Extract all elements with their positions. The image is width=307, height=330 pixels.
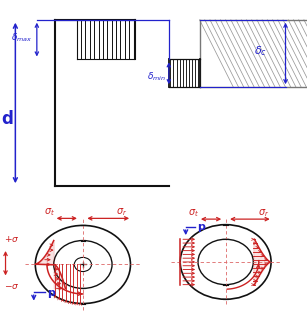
Text: $\sigma_r$: $\sigma_r$ [258, 207, 270, 219]
Text: $\sigma_t$: $\sigma_t$ [44, 207, 55, 218]
Text: d: d [1, 110, 13, 128]
Text: $\sigma_r$: $\sigma_r$ [116, 207, 127, 218]
Text: $\sigma_t$: $\sigma_t$ [188, 207, 199, 219]
Text: $+\sigma$: $+\sigma$ [4, 234, 19, 244]
Text: $\delta_c$: $\delta_c$ [255, 45, 267, 58]
Text: p: p [47, 288, 55, 298]
Text: $-\sigma$: $-\sigma$ [4, 282, 19, 291]
Text: p: p [197, 222, 205, 232]
Text: $\delta_{max}$: $\delta_{max}$ [11, 31, 32, 44]
Text: $\delta_{min}$: $\delta_{min}$ [147, 71, 166, 83]
